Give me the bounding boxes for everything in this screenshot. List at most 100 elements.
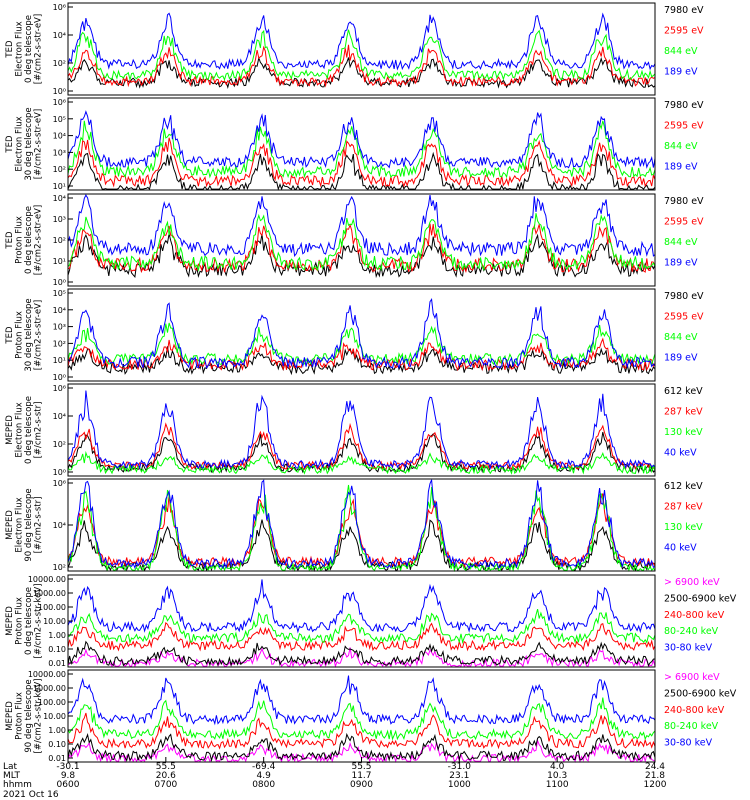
legend-entry: 844 eV xyxy=(664,141,698,152)
xtick-label: 0800 xyxy=(252,780,275,790)
legend-entry: 2500-6900 keV xyxy=(664,593,737,604)
ylabel-line: Electron Flux xyxy=(14,497,24,552)
ytick-label: 1000.00 xyxy=(33,589,66,598)
panel-8: 10000.00 1000.00 100.00 10.00 1.00 0.10 0.01 ME… xyxy=(5,669,737,764)
series-line-6-3 xyxy=(67,484,656,573)
ytick-label: 10⁰ xyxy=(53,278,66,287)
xtick-label: 21.8 xyxy=(645,771,665,781)
series-line-4-4 xyxy=(67,298,656,370)
series-line-8-4 xyxy=(67,697,656,741)
legend-entry: 7980 eV xyxy=(664,291,704,302)
series-line-5-2 xyxy=(67,422,656,471)
legend-entry: 287 keV xyxy=(664,502,703,513)
xtick-label: 1200 xyxy=(644,780,667,790)
xtick-label: 55.5 xyxy=(351,762,371,772)
ytick-label: 10⁴ xyxy=(53,521,66,530)
panel-frame xyxy=(67,669,656,763)
ylabel-line: 30 deg telescope xyxy=(24,107,34,180)
ytick-label: 10⁵ xyxy=(53,115,66,124)
legend-entry: 130 keV xyxy=(664,522,703,533)
ytick-label: 10⁰ xyxy=(53,468,66,477)
series-line-8-5 xyxy=(67,675,656,726)
ylabel-line: MEPED xyxy=(5,415,15,445)
xtick-label: 4.9 xyxy=(257,771,272,781)
panel-6: 10⁶ 10⁴ 10² MEPED Electron Flux 90 deg telesc… xyxy=(5,478,703,573)
series-line-2-3 xyxy=(67,120,656,179)
series-line-7-2 xyxy=(67,640,656,667)
legend-entry: 80-240 keV xyxy=(664,626,719,637)
ylabel-line: [#/cm2-s-str-eV] xyxy=(33,14,43,84)
ytick-label: 10.00 xyxy=(43,712,66,721)
legend-entry: 7980 eV xyxy=(664,5,704,16)
panel-frame xyxy=(67,2,656,96)
ytick-label: 10¹ xyxy=(53,356,66,365)
ylabel-line: Electron Flux xyxy=(14,116,24,171)
legend-entry: 2595 eV xyxy=(664,217,704,228)
ytick-label: 10² xyxy=(53,339,66,348)
ytick-label: 10000.00 xyxy=(28,575,66,584)
series-line-1-2 xyxy=(67,44,656,88)
xtick-label: -30.1 xyxy=(56,762,79,772)
series-line-2-2 xyxy=(67,137,656,188)
ylabel-line: [#/cm2-s-str-keV] xyxy=(33,584,43,659)
legend-entry: 240-800 keV xyxy=(664,705,725,716)
legend-entry: 287 keV xyxy=(664,407,703,418)
ylabel-line: 0 deg telescope xyxy=(24,15,34,83)
panel-4: 10⁵ 10⁴ 10³ 10² 10¹ 10⁰ TED Proton Flux 30 deg t… xyxy=(5,288,704,382)
ylabel-line: 30 deg telescope xyxy=(24,298,34,371)
ylabel-line: Proton Flux xyxy=(14,216,24,264)
series-line-7-1 xyxy=(67,647,656,669)
x-axis-row-label: 2021 Oct 16 xyxy=(3,790,59,800)
series-line-6-4 xyxy=(67,479,656,570)
ylabel-line: Proton Flux xyxy=(14,692,24,740)
ytick-label: 10² xyxy=(53,440,66,449)
ylabel-line: MEPED xyxy=(5,701,15,731)
series-line-5-4 xyxy=(67,390,656,470)
ytick-label: 1000.00 xyxy=(33,684,66,693)
ylabel-line: MEPED xyxy=(5,510,15,540)
series-line-2-4 xyxy=(67,110,656,169)
ylabel-line: Electron Flux xyxy=(14,21,24,76)
legend-entry: 2500-6900 keV xyxy=(664,688,737,699)
xtick-label: 1000 xyxy=(448,780,471,790)
legend-entry: 7980 eV xyxy=(664,196,704,207)
ytick-label: 10⁶ xyxy=(53,98,66,107)
x-axis-row-label: hhmm xyxy=(3,780,32,790)
panel-frame xyxy=(67,97,656,191)
xtick-label: 20.6 xyxy=(156,771,176,781)
ytick-label: 100.00 xyxy=(38,698,66,707)
ytick-label: 10⁶ xyxy=(53,384,66,393)
ytick-label: 10² xyxy=(53,165,66,174)
xtick-label: 23.1 xyxy=(449,771,469,781)
xtick-label: 4.0 xyxy=(550,762,565,772)
series-line-3-4 xyxy=(67,194,656,258)
ylabel-line: [#/cm2-s-str] xyxy=(33,402,43,459)
ytick-label: 10³ xyxy=(53,148,66,157)
ytick-label: 10⁰ xyxy=(53,87,66,96)
ytick-label: 10⁶ xyxy=(53,3,66,12)
ylabel-line: 0 deg telescope xyxy=(24,206,34,274)
series-line-3-3 xyxy=(67,213,656,272)
series-line-6-1 xyxy=(67,519,656,573)
x-axis-row-label: Lat xyxy=(3,762,18,772)
legend-entry: > 6900 keV xyxy=(664,672,720,683)
ytick-label: 10² xyxy=(53,59,66,68)
xtick-label: 9.8 xyxy=(61,771,76,781)
ytick-label: 10¹ xyxy=(53,257,66,266)
xtick-label: 0600 xyxy=(57,780,80,790)
legend-entry: 844 eV xyxy=(664,237,698,248)
series-line-4-1 xyxy=(67,346,656,376)
series-line-8-2 xyxy=(67,732,656,763)
ytick-label: 10¹ xyxy=(53,182,66,191)
legend-entry: 612 keV xyxy=(664,386,703,397)
ytick-label: 10⁴ xyxy=(53,31,66,40)
ylabel-line: TED xyxy=(5,135,15,154)
xtick-label: 0700 xyxy=(154,780,177,790)
ytick-label: 10⁴ xyxy=(53,194,66,203)
legend-entry: 240-800 keV xyxy=(664,610,725,621)
xtick-label: -31.0 xyxy=(448,762,472,772)
ylabel-line: [#/cm2-s-str-eV] xyxy=(33,205,43,275)
legend-entry: 30-80 keV xyxy=(664,738,713,749)
